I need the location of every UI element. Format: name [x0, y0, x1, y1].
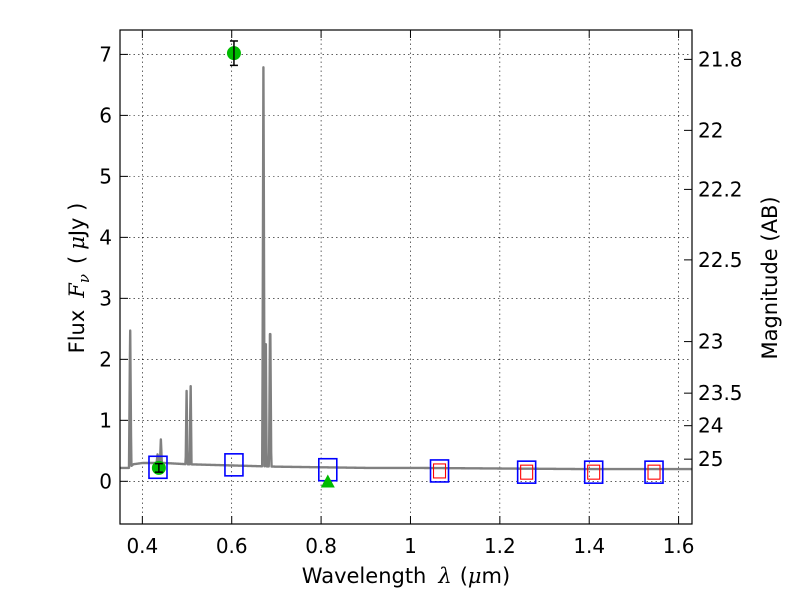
upper-limit-marker — [320, 474, 335, 488]
y-tick-label: 7 — [99, 42, 112, 66]
model-point-blue — [224, 453, 244, 477]
photometry-group — [148, 40, 664, 488]
gridlines — [120, 30, 692, 524]
y2-axis-title: Magnitude (AB) — [758, 196, 782, 359]
model-point-red — [432, 463, 447, 479]
x-axis-title: Wavelength λ (μm) — [302, 564, 510, 588]
plot-frame — [119, 29, 693, 525]
y2-tick-label: 24 — [698, 414, 723, 438]
y2-tick-label: 23.5 — [698, 381, 743, 405]
y-tick-label: 2 — [99, 347, 112, 371]
x-tick-label: 0.6 — [216, 534, 248, 558]
y2-tick-label: 23 — [698, 330, 723, 354]
y2-tick-label: 22.5 — [698, 248, 743, 272]
y-tick-label: 6 — [99, 103, 112, 127]
model-point-blue — [644, 460, 664, 484]
model-point-blue — [516, 460, 537, 484]
y-axis-title: FluxFν(μJy ) — [65, 203, 93, 354]
model-point-blue — [429, 459, 450, 483]
y2-tick-label: 25 — [698, 447, 723, 471]
model-point-red — [520, 464, 534, 480]
y2-tick-label: 22.2 — [698, 177, 743, 201]
x-tick-label: 0.4 — [126, 534, 158, 558]
y-tick-label: 1 — [99, 408, 112, 432]
y2-tick-label: 21.8 — [698, 47, 743, 71]
x-tick-label: 0.8 — [305, 534, 337, 558]
model-point-blue — [148, 455, 168, 480]
y-tick-label: 0 — [99, 469, 112, 493]
y2-tick-label: 22 — [698, 118, 723, 142]
template-spectrum-line — [119, 66, 693, 471]
model-point-red — [647, 464, 661, 480]
y-tick-label: 5 — [99, 164, 112, 188]
model-point-red — [587, 464, 601, 480]
y-tick-label: 3 — [99, 286, 112, 310]
spectrum-group — [119, 66, 693, 471]
x-tick-label: 1.6 — [663, 534, 695, 558]
x-tick-label: 1.2 — [484, 534, 516, 558]
model-point-blue — [583, 460, 604, 484]
x-tick-label: 1.4 — [573, 534, 605, 558]
y-tick-label: 4 — [99, 225, 112, 249]
x-tick-label: 1 — [404, 534, 417, 558]
